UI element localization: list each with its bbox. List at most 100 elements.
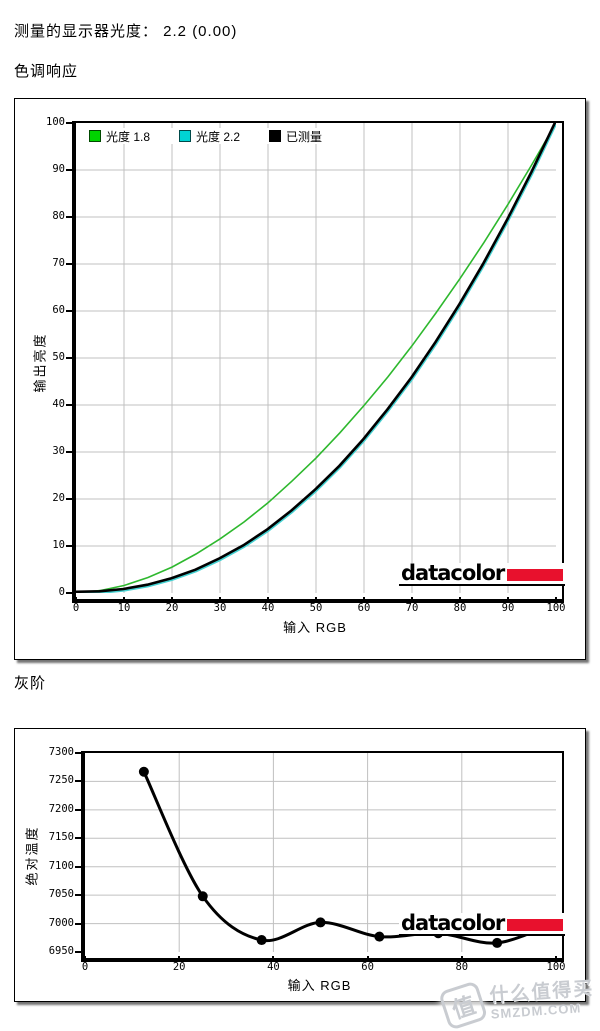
legend-swatch-measured [269,130,281,142]
tone-chart-x-axis-label: 输入 RGB [283,620,347,635]
y-tick-mark [75,808,81,811]
y-tick-mark [75,922,81,925]
x-tick-mark [84,956,86,961]
data-point [256,935,267,946]
y-tick-label: 70 [52,257,65,269]
tone-chart-legend: 光度 1.8 光度 2.2 已测量 [89,128,359,144]
x-tick-label: 80 [455,961,469,973]
y-tick-mark [75,865,81,868]
x-tick-label: 100 [546,602,566,614]
x-tick-mark [507,597,509,602]
grayscale-chart-plot-area: datacolor [81,751,566,962]
y-tick-mark [66,263,72,265]
x-tick-mark [75,597,77,602]
legend-item-measured: 已测量 [269,128,359,144]
y-tick-label: 50 [52,351,65,363]
data-point [315,917,326,928]
y-tick-mark [66,216,72,218]
data-point [492,937,503,948]
y-tick-label: 7000 [48,916,74,929]
y-tick-label: 7100 [48,859,74,872]
y-tick-label: 80 [52,210,65,222]
datacolor-logo: datacolor [399,911,566,936]
series-gamma-1-8-curve [76,123,556,593]
x-tick-mark [411,597,413,602]
x-tick-label: 70 [405,602,419,614]
y-tick-mark [66,310,72,312]
x-tick-label: 100 [546,961,566,973]
tone-chart-plot-area: 光度 1.8 光度 2.2 已测量 datacolor [72,121,566,603]
x-tick-mark [267,597,269,602]
smzdm-watermark-text: 什么值得买 SMZDM.COM [489,978,596,1021]
y-tick-label: 10 [52,539,65,551]
legend-swatch-gamma-1-8 [89,130,101,142]
x-tick-label: 20 [165,602,179,614]
y-tick-mark [75,837,81,840]
datacolor-wordmark: datacolor [401,561,505,585]
legend-item-gamma-1-8: 光度 1.8 [89,128,179,144]
section-title-grayscale: 灰阶 [14,675,47,692]
x-tick-mark [272,956,275,961]
data-point [138,766,149,777]
x-tick-label: 50 [309,602,323,614]
x-tick-label: 60 [361,961,374,973]
x-tick-label: 40 [261,602,275,614]
y-tick-label: 7250 [48,774,74,787]
y-tick-mark [75,752,81,754]
x-tick-label: 10 [117,602,131,614]
data-point [197,891,208,902]
y-tick-mark [66,122,72,124]
x-tick-label: 0 [81,961,89,973]
y-tick-mark [75,951,81,953]
x-tick-mark [460,956,463,961]
y-tick-mark [66,451,72,453]
y-tick-mark [75,894,81,897]
grayscale-chart: 绝对温度 datacolor 输入 RGB 0 20 40 60 80 100 6950 70… [14,728,586,1002]
y-tick-label: 40 [52,398,65,410]
x-tick-label: 30 [213,602,227,614]
x-tick-mark [178,956,181,961]
grayscale-chart-y-axis-label: 绝对温度 [24,825,40,886]
x-tick-label: 0 [72,602,80,614]
x-tick-mark [123,597,125,602]
legend-label-gamma-1-8: 光度 1.8 [106,129,151,144]
datacolor-wordmark: datacolor [401,911,505,935]
tone-chart-canvas [76,123,556,593]
x-tick-mark [171,597,173,602]
y-tick-label: 6950 [48,945,74,957]
y-tick-label: 7150 [48,831,74,844]
y-tick-mark [66,357,72,359]
x-tick-mark [219,597,221,602]
grayscale-chart-x-axis-label: 输入 RGB [287,978,352,993]
datacolor-red-bar [507,569,564,581]
grayscale-chart-canvas [85,753,556,952]
x-tick-label: 40 [267,961,280,973]
legend-label-measured: 已测量 [286,129,323,144]
legend-label-gamma-2-2: 光度 2.2 [196,129,241,144]
smzdm-watermark: 值 什么值得买 SMZDM.COM [437,966,600,1031]
legend-swatch-gamma-2-2 [179,130,191,142]
x-tick-label: 80 [453,602,467,614]
y-tick-label: 7200 [48,802,74,815]
legend-item-gamma-2-2: 光度 2.2 [179,128,269,144]
datacolor-red-bar [507,919,564,931]
y-tick-label: 7300 [48,746,74,758]
y-tick-mark [66,404,72,406]
datacolor-logo: datacolor [399,561,566,586]
series-measured-curve [76,123,556,593]
x-tick-mark [555,597,557,602]
x-tick-label: 90 [501,602,515,614]
y-tick-mark [66,592,72,594]
y-tick-label: 90 [52,163,65,175]
y-tick-label: 20 [52,492,65,504]
data-point [374,931,385,942]
smzdm-badge-icon: 值 [437,980,489,1031]
y-tick-label: 100 [46,116,65,128]
x-tick-mark [315,597,317,602]
section-title-tone-response: 色调响应 [14,63,79,80]
x-tick-mark [459,597,461,602]
x-tick-label: 20 [172,961,186,973]
x-tick-mark [555,956,557,961]
measured-gamma-text: 测量的显示器光度： 2.2 (0.00) [14,23,238,40]
